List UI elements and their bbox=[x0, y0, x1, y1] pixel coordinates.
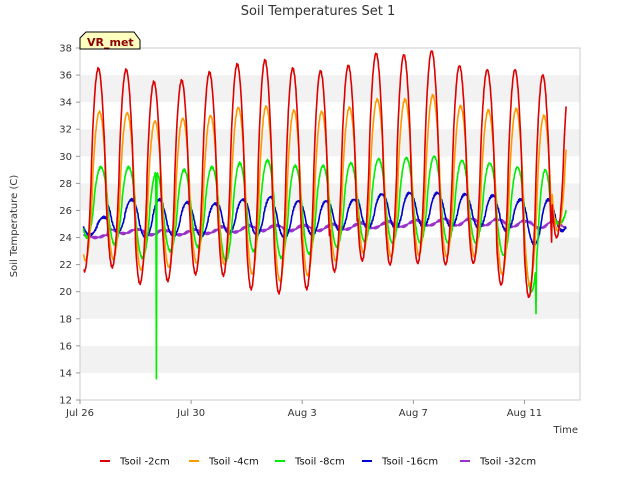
y-tick-label: 22 bbox=[59, 260, 72, 271]
y-tick-label: 12 bbox=[59, 396, 72, 407]
series-line-tsoil-4cm bbox=[82, 93, 567, 287]
x-tick-label: Aug 7 bbox=[399, 408, 428, 419]
grid-band bbox=[80, 318, 580, 346]
grid-band bbox=[80, 75, 580, 103]
y-tick-label: 16 bbox=[59, 341, 72, 352]
legend-label-tsoil-8cm: Tsoil -8cm bbox=[294, 457, 345, 468]
x-tick-label: Aug 3 bbox=[288, 408, 317, 419]
chart-title: Soil Temperatures Set 1 bbox=[241, 4, 396, 19]
y-axis: 12 14 16 18 20 22 24 26 28 30 32 34 36 38 bbox=[59, 44, 80, 407]
grid-band bbox=[80, 345, 580, 373]
grid-band bbox=[80, 372, 580, 400]
grid-band bbox=[80, 291, 580, 319]
legend-label-tsoil-32cm: Tsoil -32cm bbox=[479, 457, 536, 468]
plot-area-border bbox=[79, 47, 581, 401]
y-tick-label: 38 bbox=[59, 44, 72, 55]
site-badge: VR_met bbox=[79, 31, 141, 50]
legend-label-tsoil-16cm: Tsoil -16cm bbox=[381, 457, 438, 468]
grid-band bbox=[80, 48, 580, 76]
y-tick-label: 26 bbox=[59, 206, 72, 217]
grid-band bbox=[80, 264, 580, 292]
x-axis: Jul 26 Jul 30 Aug 3 Aug 7 Aug 11 bbox=[65, 400, 542, 419]
grid-band bbox=[80, 102, 580, 130]
y-tick-label: 24 bbox=[59, 233, 72, 244]
series-line-tsoil-8cm bbox=[82, 155, 567, 380]
x-axis-label: Time bbox=[553, 425, 578, 436]
grid-band bbox=[80, 156, 580, 184]
y-tick-label: 18 bbox=[59, 314, 72, 325]
x-tick-label: Jul 26 bbox=[65, 408, 94, 419]
y-tick-label: 28 bbox=[59, 179, 72, 190]
series-line-tsoil-2cm bbox=[83, 50, 567, 299]
grid-band bbox=[80, 129, 580, 157]
series-layer bbox=[82, 50, 567, 380]
y-tick-label: 36 bbox=[59, 71, 72, 82]
x-tick-label: Jul 30 bbox=[176, 408, 205, 419]
y-tick-label: 20 bbox=[59, 287, 72, 298]
legend: Tsoil -2cm Tsoil -4cm Tsoil -8cm Tsoil -16c… bbox=[100, 457, 536, 468]
legend-label-tsoil-2cm: Tsoil -2cm bbox=[119, 457, 170, 468]
y-tick-label: 30 bbox=[59, 152, 72, 163]
y-tick-label: 34 bbox=[59, 98, 72, 109]
site-badge-text: VR_met bbox=[87, 36, 134, 49]
y-tick-label: 32 bbox=[59, 125, 72, 136]
y-axis-label: Soil Temperature (C) bbox=[9, 175, 20, 278]
legend-label-tsoil-4cm: Tsoil -4cm bbox=[208, 457, 259, 468]
y-tick-label: 14 bbox=[59, 368, 72, 379]
series-line-tsoil-16cm bbox=[82, 191, 567, 247]
x-tick-label: Aug 11 bbox=[507, 408, 542, 419]
